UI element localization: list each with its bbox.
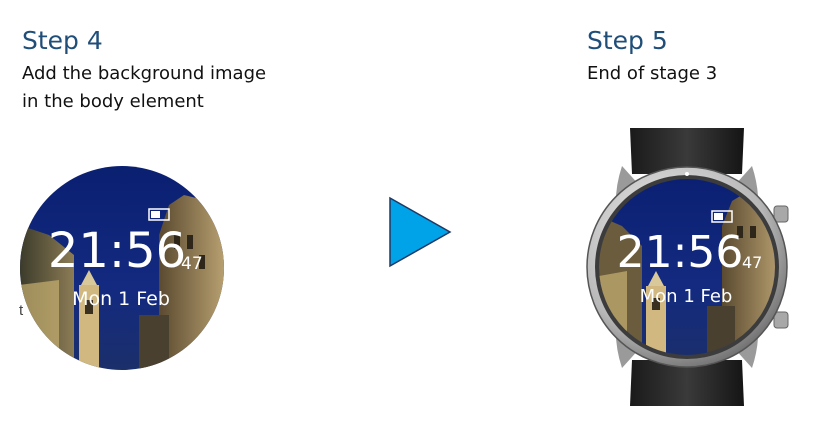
step4-watch-face: 21:56 47 Mon 1 Feb — [20, 166, 224, 370]
background-image — [599, 179, 775, 355]
step5-description: End of stage 3 — [587, 63, 718, 84]
crown-button-bottom[interactable] — [773, 311, 789, 329]
watch-seconds: 47 — [181, 254, 203, 274]
battery-icon — [148, 208, 170, 221]
watch-time: 21:56 — [617, 227, 744, 278]
step5-watch: 21:56 47 Mon 1 Feb — [586, 128, 789, 406]
battery-icon — [711, 210, 733, 223]
watch-date: Mon 1 Feb — [640, 286, 733, 307]
watch-seconds: 47 — [742, 253, 762, 272]
bottom-strap — [630, 360, 744, 406]
watch-time: 21:56 — [48, 223, 186, 279]
step4-description: Add the background image in the body ele… — [22, 63, 267, 112]
stray-text: t — [19, 302, 24, 319]
next-arrow-icon — [389, 196, 452, 268]
watch-date: Mon 1 Feb — [72, 288, 170, 310]
top-strap — [630, 128, 744, 174]
step5-title: Step 5 — [587, 26, 668, 55]
step4-title: Step 4 — [22, 26, 103, 55]
crown-button-top[interactable] — [773, 205, 789, 223]
